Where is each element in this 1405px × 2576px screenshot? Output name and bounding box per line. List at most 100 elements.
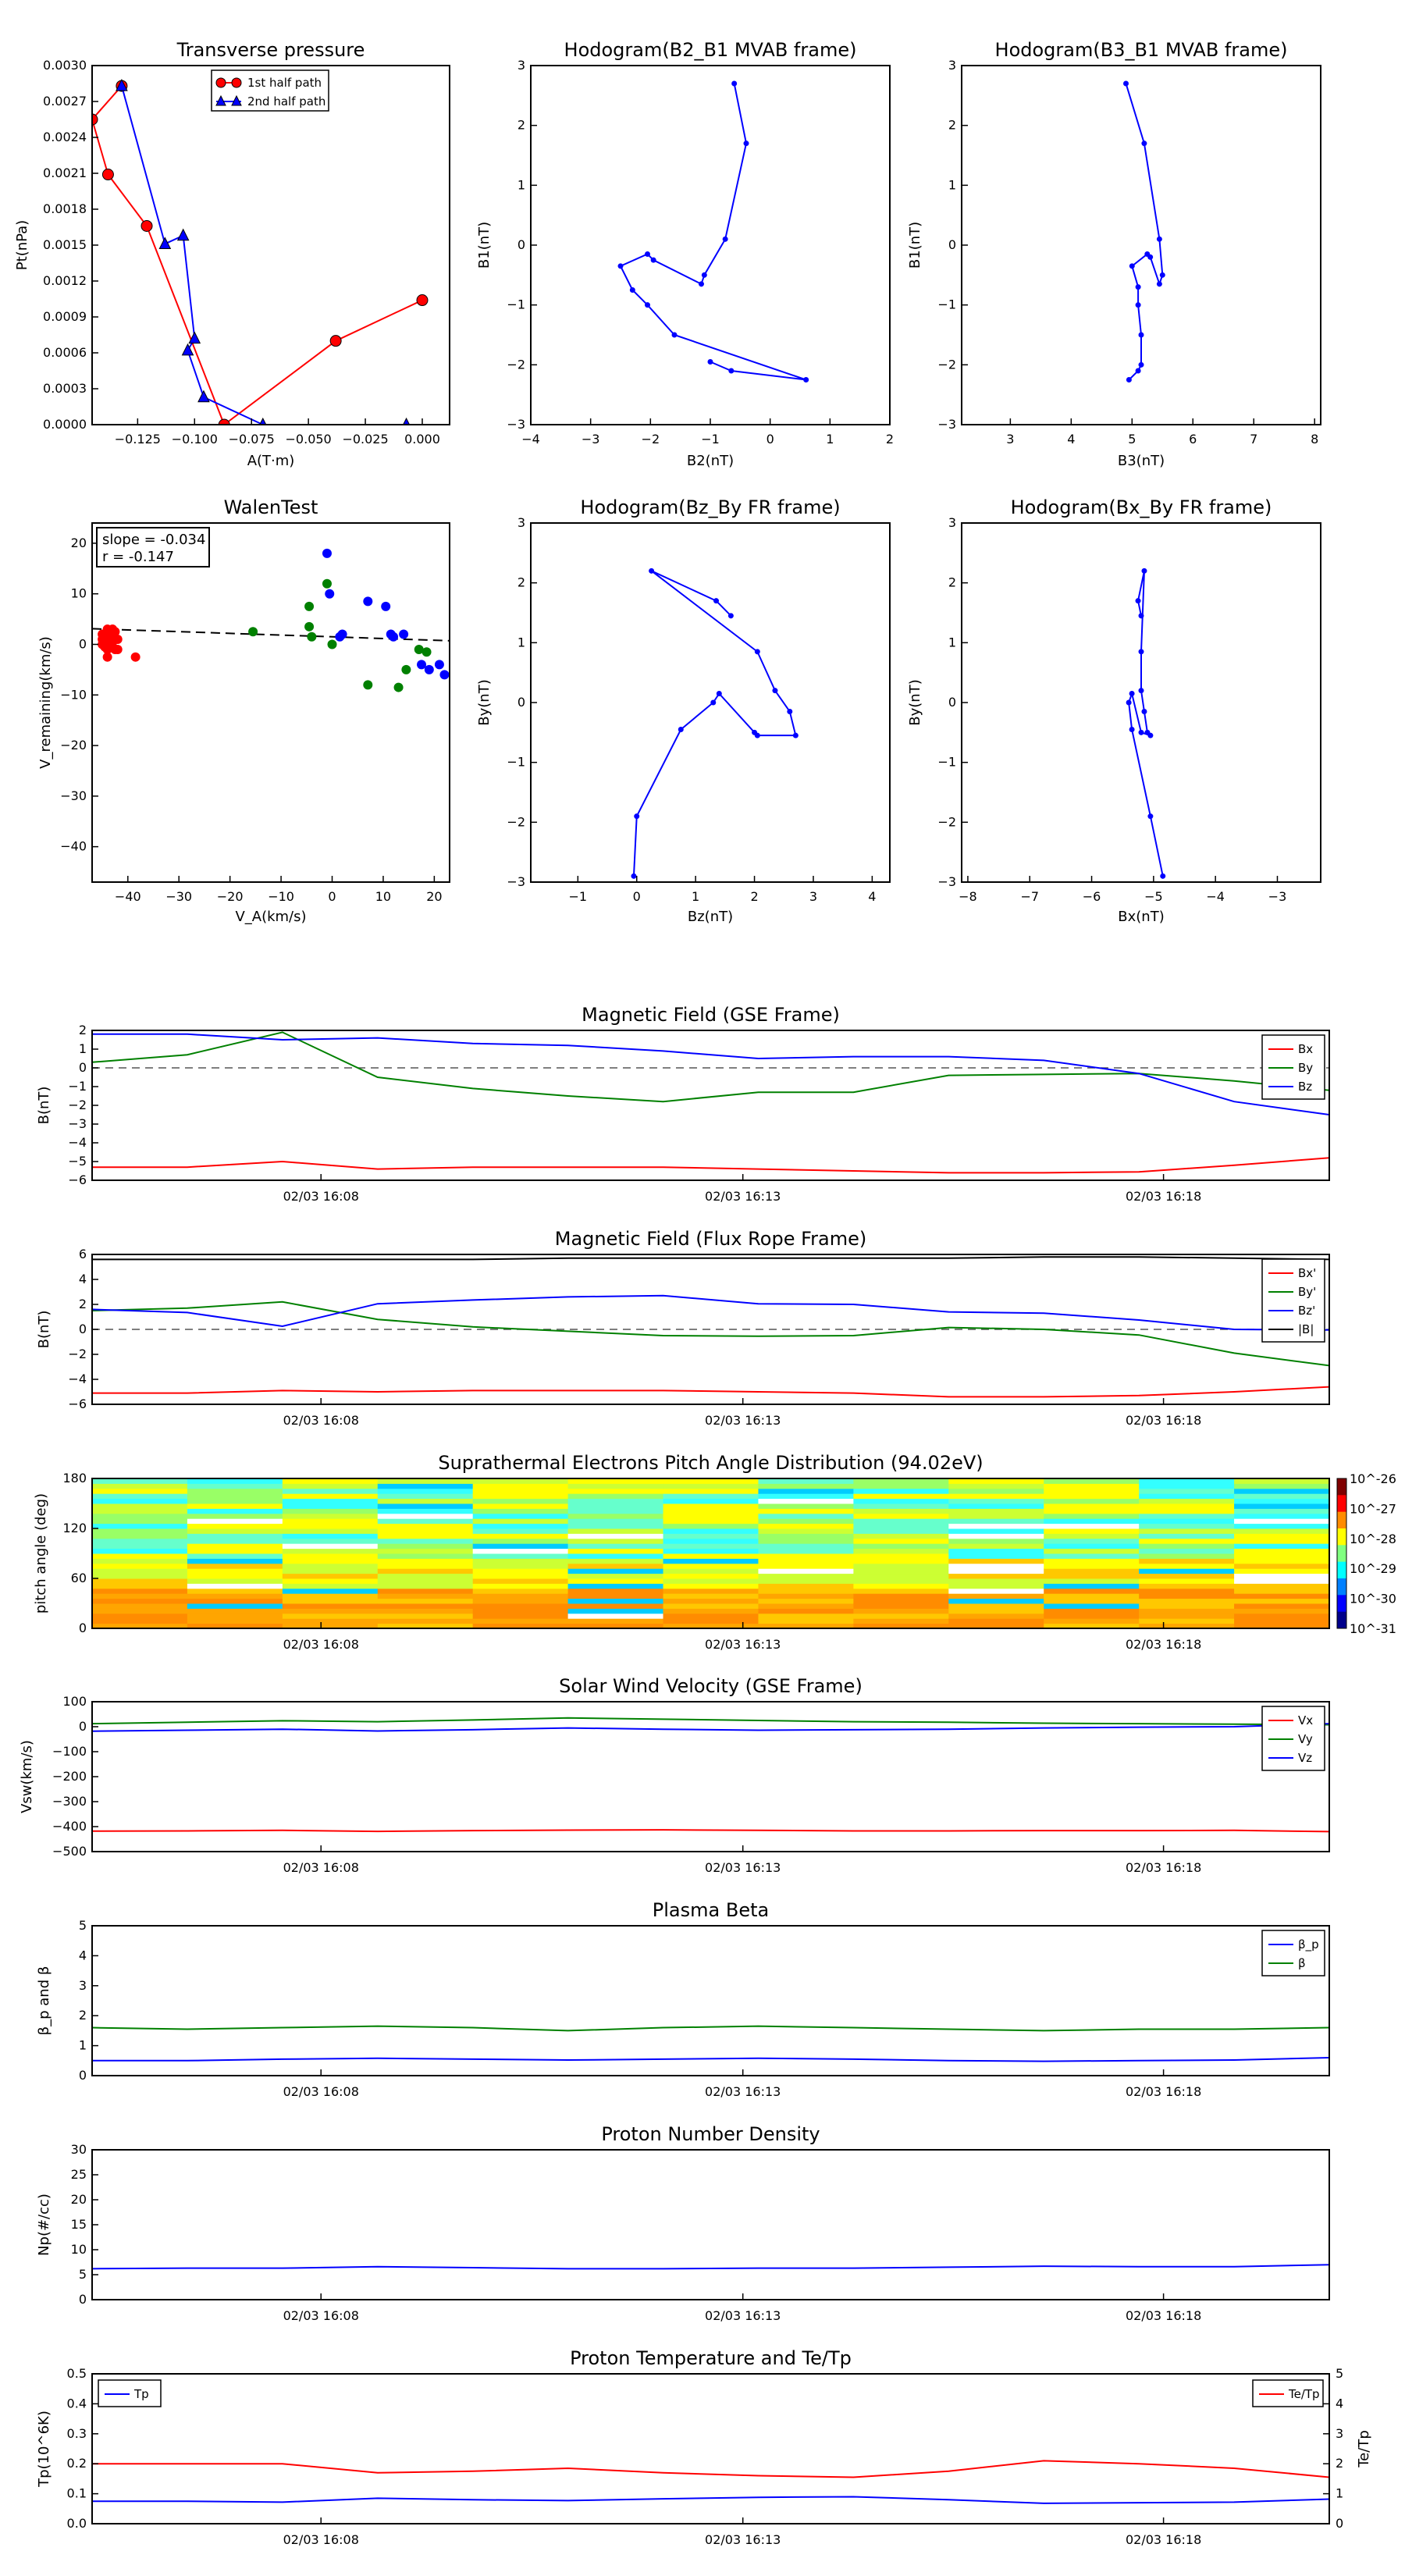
pad-cell [282,1598,379,1604]
beta-ytick-label: 2 [79,2008,87,2023]
velocity-ytick-label: 100 [62,1694,87,1709]
beta-xtick-label: 02/03 16:18 [1126,2084,1201,2099]
walen_test-point [414,644,424,654]
transverse_pressure-series-1-line [120,85,407,425]
transverse_pressure-legend-marker [231,94,242,106]
hodo_b3_b1-ytick-label: 2 [948,118,956,133]
mag_gse-series-1-line [92,1031,1329,1103]
velocity-legend: Vx Vy Vz [1261,1706,1325,1771]
transverse_pressure-legend-label: 2nd half path [247,94,325,109]
mag_fr-xtick-label: 02/03 16:13 [705,1413,781,1428]
walen_test-point [439,670,450,680]
hodo_b3_b1-ytick-label: 1 [948,177,956,192]
pad-cell [853,1478,949,1484]
pad-cell [1234,1563,1330,1569]
pad-cell [663,1483,759,1489]
temperature-xtick-label: 02/03 16:13 [705,2532,781,2547]
hodo_b2_b1-point [722,236,728,242]
hodo_b2_b1-ytick-label: 0 [518,237,525,252]
pad-cell [472,1498,569,1504]
beta-plot-area [92,2025,1329,2062]
hodo_bx_by-point [1147,813,1154,820]
velocity-chart: Solar Wind Velocity (GSE Frame) −500 −400 −… [19,1675,1330,1875]
mag_gse-chart: Magnetic Field (GSE Frame) −6 −5 −4 −3 −2 −1 0 1… [36,1004,1330,1204]
pad-cell [567,1538,664,1544]
pad-cell [758,1623,854,1629]
pad-cell [1044,1548,1140,1554]
hodo_b3_b1-xtick-label: 3 [1006,432,1014,447]
hodo_bz_by-point [727,613,734,619]
pad-frame [91,1478,1330,1629]
hodo_bx_by-xlabel: Bx(nT) [1118,909,1164,925]
hodo_b2_b1-point [701,272,707,278]
pad-cell [758,1488,854,1494]
pad-cell [567,1583,664,1589]
pad-cell [853,1518,949,1525]
walen_test-annotation-text: slope = -0.034 [102,532,205,548]
pad-cell [282,1608,379,1614]
pad-cell [758,1583,854,1589]
pad-cell [758,1613,854,1619]
hodo_bx_by-point [1129,691,1135,696]
pad-cell [567,1498,664,1504]
velocity-legend-label: Vx [1298,1713,1313,1727]
pad-cell [567,1563,664,1569]
pad-cell [1044,1563,1140,1569]
pad-cell [377,1578,474,1584]
pad-cell [1234,1528,1330,1534]
pad-cell [282,1538,379,1544]
pad-cell [948,1478,1044,1484]
hodo_bx_by-xtick-label: −3 [1268,889,1287,904]
transverse_pressure-chart: Transverse pressure 0.0000 0.0003 0.0006 0.0… [14,39,450,469]
mag_gse-legend: Bx By Bz [1261,1034,1325,1100]
mag_gse-title: Magnetic Field (GSE Frame) [582,1004,840,1026]
walen_test-ytick-label: −30 [60,788,87,803]
beta-legend-label: β [1298,1956,1306,1970]
transverse_pressure-legend-marker [215,94,226,106]
temperature-ytick-right-label: 0 [1336,2516,1343,2531]
transverse_pressure-xtick-label: −0.050 [286,432,332,447]
pad-cell [948,1573,1044,1579]
walen_test-point [325,589,335,599]
walen_test-annotation-text: r = -0.147 [102,549,174,565]
pad-cell [1139,1538,1235,1544]
pad-colorbar-segment [1337,1511,1346,1529]
pad-cell [1234,1593,1330,1599]
pad-cell [663,1528,759,1534]
density-title: Proton Number Density [601,2123,820,2145]
pad-cell [282,1523,379,1529]
pad-cell [663,1543,759,1550]
pad-colorbar-label: 10^-31 [1350,1621,1396,1636]
hodo_bx_by-ytick-label: 0 [948,695,956,710]
pad-cell [282,1478,379,1484]
pad-cell [282,1593,379,1599]
walen_test-point [130,652,140,662]
pad-cell [1139,1528,1235,1534]
pad-cell [282,1578,379,1584]
hodo_b3_b1-xtick-label: 5 [1128,432,1136,447]
beta-xtick-label: 02/03 16:08 [283,2084,359,2099]
pad-cell [282,1518,379,1525]
temperature-chart: Proton Temperature and Te/Tp 0.0 0.1 0.2 0.3… [36,2347,1372,2547]
pad-cell [377,1488,474,1494]
pad-cell [663,1613,759,1619]
hodo_b2_b1-point [645,302,650,308]
pad-cell [567,1493,664,1500]
transverse_pressure-xtick-label: −0.025 [342,432,388,447]
transverse_pressure-point [218,418,230,425]
hodo_bx_by-xtick-label: −8 [959,889,977,904]
transverse_pressure-ytick-label: 0.0006 [43,345,87,360]
pad-cell [567,1573,664,1579]
hodo_bx_by-xtick-label: −6 [1083,889,1101,904]
pad-cell [758,1508,854,1514]
density-ytick-label: 5 [79,2267,87,2282]
hodo_bz_by-point [787,709,793,714]
walen_test-title: WalenTest [224,496,318,518]
mag_fr-title: Magnetic Field (Flux Rope Frame) [555,1228,866,1250]
hodo_bz_by-title: Hodogram(Bz_By FR frame) [580,496,840,518]
mag_fr-legend-label: |B| [1298,1322,1314,1336]
pad-cell [948,1483,1044,1489]
pad-cell [1044,1523,1140,1529]
pad-cell [567,1523,664,1529]
